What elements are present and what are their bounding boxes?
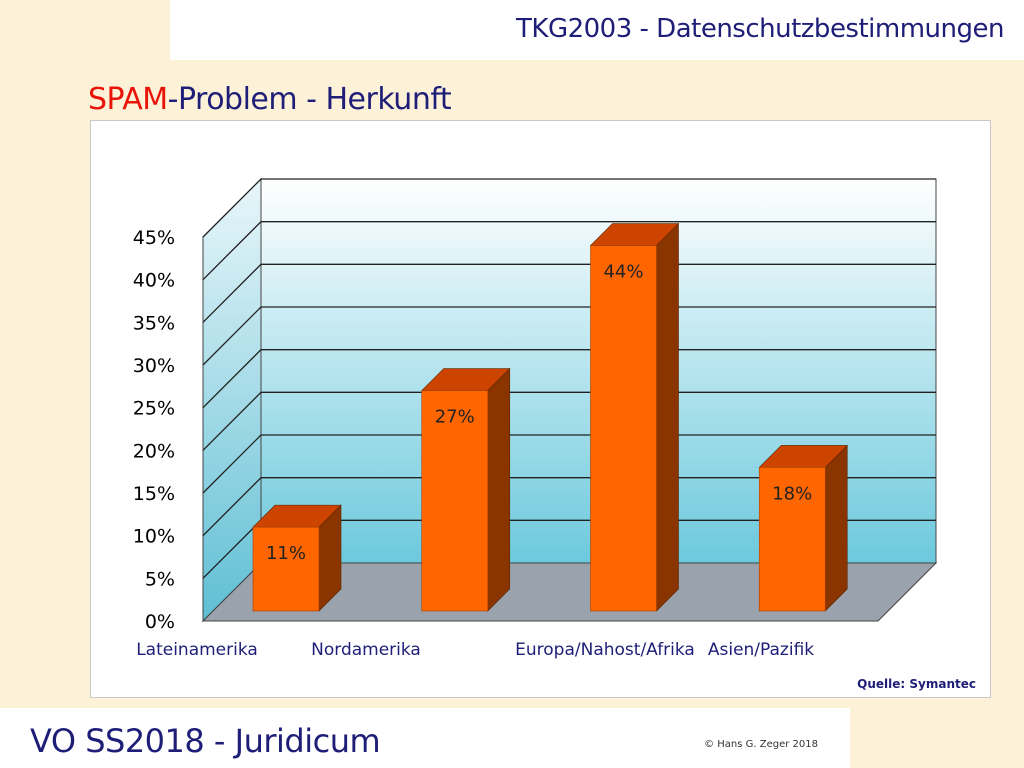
copyright-notice: © Hans G. Zeger 2018 [704,739,818,750]
footer-bar: VO SS2018 - Juridicum © Hans G. Zeger 20… [0,708,850,768]
y-tick-label: 40% [133,270,175,292]
bar-data-label: 18% [772,483,812,504]
chart-source: Quelle: Symantec [857,677,976,691]
bar-asien-pazifik [758,467,826,612]
chart-gridline [202,263,936,323]
chart-frame: 0% 5% 10% 15% 20% 25% 30% 35% 40% 45% 11% 27% 44% 18%… [90,120,991,698]
footer-title: VO SS2018 - Juridicum [30,722,381,760]
y-tick-label: 0% [145,611,175,633]
chart-gridline [202,221,936,281]
x-category-label: Lateinamerika [136,640,258,660]
slide-title-accent: SPAM [88,82,168,117]
bar-lateinamerika [252,526,320,612]
chart-gridline [202,349,936,409]
y-tick-label: 10% [133,526,175,548]
bar-europa-nahost-afrika [590,245,657,612]
chart-gridline [202,391,936,451]
x-category-label: Nordamerika [311,640,421,660]
bar-data-label: 44% [603,262,643,283]
chart-gridline [202,477,936,537]
y-tick-label: 25% [133,398,175,420]
y-tick-label: 15% [133,483,175,505]
chart-gridline [202,306,936,366]
chart-gridline [202,178,936,238]
chart-side-wall [202,177,262,623]
slide-title: SPAM-Problem - Herkunft [88,82,452,117]
y-tick-label: 5% [145,568,175,590]
slide-title-rest: -Problem - Herkunft [167,82,452,117]
header-bar: TKG2003 - Datenschutzbestimmungen [170,0,1024,60]
bar-nordamerika [421,390,489,612]
bar-chart: 0% 5% 10% 15% 20% 25% 30% 35% 40% 45% 11% 27% 44% 18%… [133,177,938,660]
header-title: TKG2003 - Datenschutzbestimmungen [516,14,1004,44]
bar-data-label: 27% [435,407,475,428]
y-tick-label: 20% [133,440,175,462]
bar-data-label: 11% [266,543,306,564]
x-category-label: Europa/Nahost/Afrika [515,640,695,660]
y-tick-label: 35% [133,312,175,334]
chart-floor [201,562,938,622]
bar-side-face [487,367,511,612]
y-tick-label: 45% [133,227,175,249]
bar-side-face [824,444,848,612]
chart-gridline [202,434,936,494]
x-category-label: Asien/Pazifik [708,640,814,660]
y-tick-label: 30% [133,355,175,377]
bar-side-face [656,222,679,612]
